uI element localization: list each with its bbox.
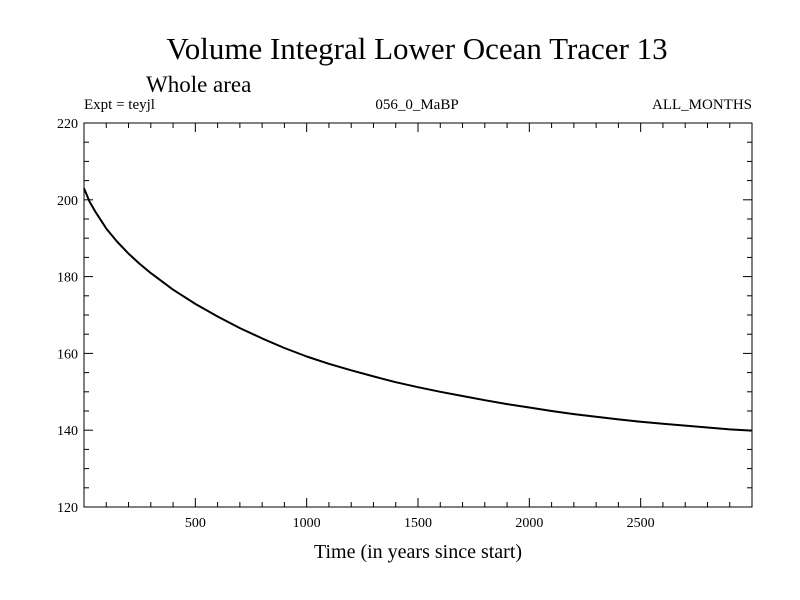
series-line: [83, 187, 753, 432]
y-tick-label: 140: [57, 424, 78, 439]
x-tick-label: 2000: [515, 516, 543, 531]
x-tick-label: 1500: [404, 516, 432, 531]
y-tick-label: 160: [57, 347, 78, 362]
y-tick-label: 220: [57, 117, 78, 132]
y-axis-ticks: 120 140 160 180 200 220: [57, 117, 752, 516]
chart-title: Volume Integral Lower Ocean Tracer 13: [166, 31, 667, 66]
x-tick-label: 500: [185, 516, 206, 531]
x-axis-ticks: 500 1000 1500 2000 2500: [105, 123, 731, 531]
chart-subtitle: Whole area: [146, 72, 251, 97]
y-tick-label: 120: [57, 501, 78, 516]
months-label: ALL_MONTHS: [652, 97, 752, 113]
period-label: 056_0_MaBP: [375, 97, 458, 113]
y-tick-label: 200: [57, 194, 78, 209]
plot-frame: [83, 122, 753, 508]
y-tick-label: 180: [57, 271, 78, 286]
experiment-label: Expt = teyjl: [84, 97, 155, 113]
x-axis-label: Time (in years since start): [314, 541, 522, 563]
series-layer: [83, 187, 753, 432]
x-tick-label: 2500: [627, 516, 655, 531]
x-tick-label: 1000: [293, 516, 321, 531]
